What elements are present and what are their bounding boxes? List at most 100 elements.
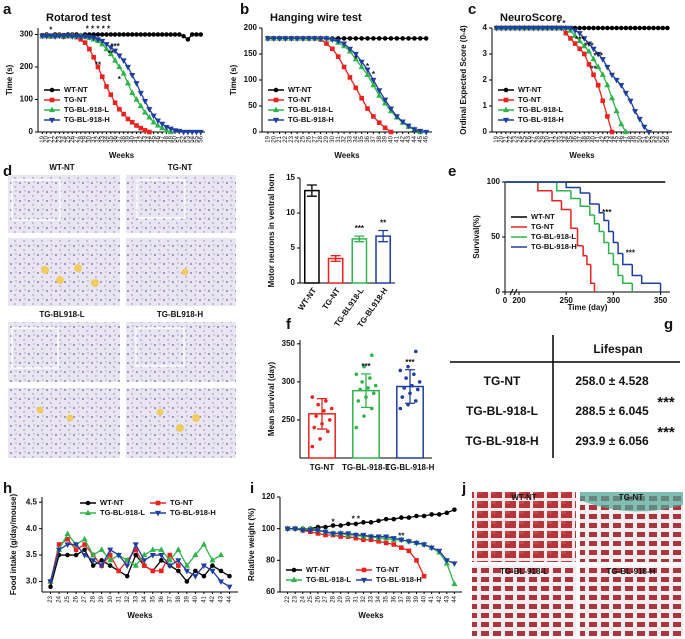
marker: [582, 51, 587, 57]
legend-label: TG-BL-918-L: [100, 508, 145, 517]
x-tick-label: 45: [151, 135, 157, 142]
marker: [618, 25, 624, 31]
marker: [209, 556, 216, 563]
marker: [383, 534, 390, 541]
marker: [163, 125, 170, 131]
marker: [595, 82, 601, 88]
x-tick-label: 37: [371, 135, 377, 142]
legend-marker: [48, 117, 56, 124]
x-tick-label: 52: [181, 135, 187, 142]
legend-label: TG-BL-918-H: [170, 508, 216, 517]
marker: [200, 541, 207, 547]
y-tick-label: 200: [244, 23, 258, 32]
bar: [375, 235, 391, 284]
survival-step: [603, 231, 609, 244]
survival-step: [560, 200, 571, 211]
panel-letter: b: [240, 1, 249, 18]
marker: [451, 580, 458, 587]
marker: [90, 35, 97, 42]
x-tick-label: 23: [48, 595, 54, 602]
legend-marker: [503, 97, 509, 103]
marker: [429, 512, 434, 517]
bar: [327, 257, 344, 284]
marker: [562, 25, 569, 32]
marker: [398, 537, 405, 544]
x-tick-label: 0: [503, 296, 508, 305]
x-tick-label: 44: [412, 135, 418, 142]
x-tick-label: 300: [607, 296, 621, 305]
marker: [577, 25, 582, 31]
marker: [341, 36, 347, 41]
marker: [129, 119, 135, 125]
x-tick-label: 48: [164, 135, 170, 142]
x-tick-label: 30: [87, 135, 93, 142]
legend-marker: [360, 577, 368, 584]
legend-label: TG-BL-918-H: [64, 115, 110, 124]
marker: [311, 36, 318, 42]
x-tick-label: 21: [277, 135, 283, 142]
y-tick-label: 100: [487, 177, 501, 186]
survival-step: [589, 193, 600, 205]
y-tick-label: 5: [291, 243, 296, 252]
x-tick-label: 35: [384, 595, 390, 602]
survival-step: [586, 255, 591, 266]
marker: [323, 524, 328, 530]
x-tick-label: 22: [283, 135, 289, 142]
x-tick-label: 31: [550, 135, 556, 142]
marker: [330, 523, 336, 528]
marker: [600, 98, 606, 104]
marker: [150, 568, 156, 574]
marker: [572, 32, 579, 38]
marker: [623, 25, 629, 31]
marker: [375, 534, 382, 541]
x-tick-label: 27: [323, 595, 329, 602]
x-tick-label: 24: [61, 135, 67, 142]
marker: [73, 547, 79, 553]
x-tick-label: 55: [194, 135, 200, 142]
marker: [353, 36, 359, 41]
x-tick-label: 23: [293, 595, 299, 602]
legend-label: TG-NT: [518, 95, 541, 104]
marker: [82, 547, 87, 553]
data-point: [415, 387, 420, 392]
annotation: **: [590, 65, 597, 74]
x-tick-label: 52: [647, 135, 653, 142]
marker: [189, 129, 196, 136]
survival-step: [537, 182, 553, 192]
marker: [317, 36, 324, 42]
marker: [193, 568, 198, 574]
x-tick-label: 44: [147, 135, 153, 142]
x-tick-label: TG-BL-918-H: [386, 463, 435, 472]
marker: [604, 64, 611, 71]
marker: [124, 64, 131, 71]
marker: [451, 561, 458, 567]
marker: [521, 25, 528, 32]
marker: [376, 92, 383, 98]
x-axis-label: Weeks: [358, 611, 384, 620]
survival-step: [598, 204, 604, 214]
marker: [572, 28, 579, 35]
x-tick-label: 44: [452, 595, 458, 602]
x-tick-label: 200: [512, 296, 526, 305]
marker: [77, 34, 84, 41]
marker: [614, 25, 619, 31]
marker: [572, 41, 578, 46]
marker: [383, 516, 389, 522]
legend-label: TG-BL-918-H: [531, 242, 577, 251]
legend-marker: [49, 97, 55, 103]
x-tick-label: 25: [65, 595, 71, 602]
marker: [368, 520, 374, 525]
legend-label: WT-NT: [64, 85, 88, 94]
data-point: [371, 391, 376, 396]
significance: ***: [361, 362, 371, 371]
marker: [185, 37, 191, 42]
marker: [264, 36, 271, 42]
marker: [618, 120, 625, 127]
marker: [413, 540, 420, 547]
legend-marker: [273, 87, 279, 93]
panel-letter: h: [3, 480, 12, 497]
marker: [73, 34, 80, 40]
marker: [628, 25, 633, 31]
marker: [107, 547, 114, 554]
marker: [347, 36, 353, 41]
